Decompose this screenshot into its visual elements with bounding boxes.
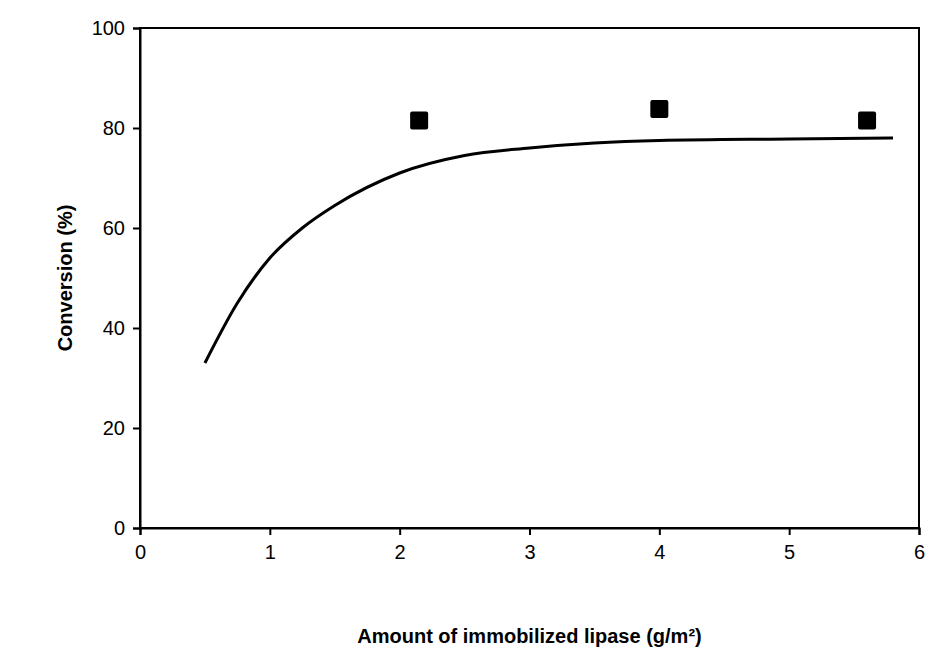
fit-line <box>205 138 893 363</box>
tick-mark <box>399 528 401 535</box>
tick-mark <box>659 528 661 535</box>
tick-label: 0 <box>114 517 125 539</box>
tick: 60 <box>103 217 140 239</box>
tick: 80 <box>103 117 140 139</box>
chart: 0123456020406080100Amount of immobilized… <box>0 0 933 665</box>
tick: 1 <box>265 528 276 563</box>
y-axis: 0 20 40 60 80 100 <box>92 17 141 539</box>
tick: 40 <box>103 317 140 339</box>
tick-mark <box>789 528 791 535</box>
tick: 3 <box>524 528 535 563</box>
tick: 5 <box>784 528 795 563</box>
tick: 4 <box>654 528 665 563</box>
tick: 0 <box>114 517 140 539</box>
tick: 6 <box>914 528 925 563</box>
plot-frame <box>140 28 919 528</box>
tick-label: 0 <box>135 541 146 563</box>
data-area <box>205 100 893 363</box>
tick-label: 80 <box>103 117 125 139</box>
y-axis-title: Conversion (%) <box>54 205 76 352</box>
tick-mark <box>133 28 140 30</box>
tick: 100 <box>92 17 140 39</box>
x-axis: 0 1 2 3 4 5 6 <box>135 528 925 563</box>
tick: 20 <box>103 417 140 439</box>
tick: 2 <box>395 528 406 563</box>
tick-mark <box>133 328 140 330</box>
data-point <box>858 112 876 130</box>
plot: 0123456020406080100 <box>92 17 925 563</box>
tick-mark <box>133 528 140 530</box>
tick-label: 20 <box>103 417 125 439</box>
tick-label: 100 <box>92 17 125 39</box>
tick-label: 2 <box>395 541 406 563</box>
tick-mark <box>529 528 531 535</box>
tick-label: 6 <box>914 541 925 563</box>
tick-label: 3 <box>524 541 535 563</box>
tick-label: 60 <box>103 217 125 239</box>
tick-mark <box>133 228 140 230</box>
axis-line <box>141 529 920 536</box>
tick-mark <box>133 128 140 130</box>
data-point <box>410 112 428 130</box>
tick-mark <box>133 428 140 430</box>
tick-label: 5 <box>784 541 795 563</box>
tick-label: 40 <box>103 317 125 339</box>
x-axis-title: Amount of immobilized lipase (g/m²) <box>357 625 701 647</box>
tick-mark <box>269 528 271 535</box>
tick-label: 4 <box>654 541 665 563</box>
data-point <box>650 100 668 118</box>
tick-mark <box>919 528 921 535</box>
tick: 0 <box>135 528 146 563</box>
tick-label: 1 <box>265 541 276 563</box>
